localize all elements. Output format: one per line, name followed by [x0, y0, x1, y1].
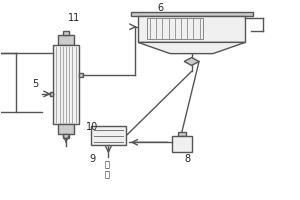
- Text: 泥: 泥: [104, 161, 110, 170]
- Bar: [53, 45, 79, 124]
- Polygon shape: [184, 58, 199, 65]
- Bar: [172, 136, 192, 152]
- Text: 11: 11: [68, 13, 80, 23]
- Text: 8: 8: [184, 154, 190, 164]
- Bar: [131, 12, 253, 16]
- Bar: [63, 134, 69, 138]
- Bar: [79, 73, 83, 77]
- Bar: [147, 18, 203, 39]
- Bar: [91, 126, 126, 145]
- Bar: [138, 16, 245, 42]
- Bar: [50, 92, 53, 96]
- Bar: [58, 124, 74, 134]
- Bar: [63, 31, 69, 35]
- Text: 10: 10: [86, 122, 98, 132]
- Text: 5: 5: [32, 79, 39, 89]
- Polygon shape: [138, 42, 245, 54]
- Text: 水: 水: [104, 170, 110, 179]
- Bar: [58, 35, 74, 45]
- Text: 6: 6: [157, 3, 164, 13]
- Bar: [178, 132, 186, 136]
- Text: 9: 9: [89, 154, 95, 164]
